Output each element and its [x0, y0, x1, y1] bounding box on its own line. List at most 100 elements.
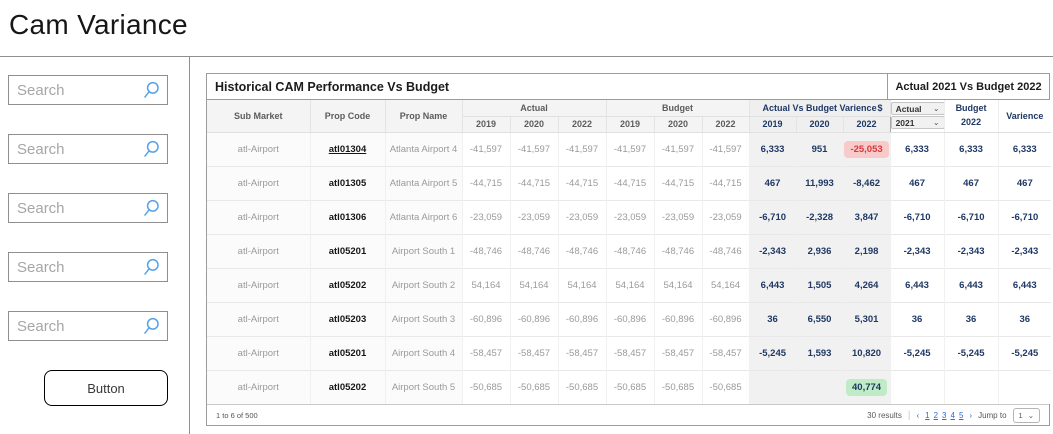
cell-variance-2020: 1,505: [796, 267, 844, 302]
cell-actual-2020: -50,685: [510, 369, 559, 404]
table-row: atl-Airport atl05202 Airport South 2 54,…: [207, 267, 1052, 302]
col-header-sub-market: Sub Market: [207, 100, 311, 133]
cell-budget-2019: 54,164: [605, 267, 655, 302]
cell-budget-2019: -58,457: [605, 335, 655, 370]
page-button-2[interactable]: 2: [933, 410, 939, 420]
cell-actual-2022: -58,457: [558, 335, 607, 370]
prop-code-link[interactable]: atl01306: [310, 199, 386, 234]
budget-year-2020: 2020: [654, 116, 703, 133]
cell-actual-2020: -41,597: [510, 131, 559, 166]
actual-metric-select[interactable]: Actual ⌄: [891, 102, 944, 116]
cell-budget-2020: 54,164: [654, 267, 703, 302]
header-divider: [0, 56, 1053, 57]
prop-code-link[interactable]: atl01304: [310, 131, 386, 166]
cell-right-variance: 6,443: [998, 267, 1052, 302]
prop-code-link[interactable]: atl05201: [310, 335, 386, 370]
search-input[interactable]: [9, 199, 141, 217]
cell-budget-2022: -44,715: [702, 165, 750, 200]
sidebar-search-list: [8, 75, 189, 341]
prop-code-link[interactable]: atl05203: [310, 301, 386, 336]
table-title: Historical CAM Performance Vs Budget: [215, 80, 450, 94]
cell-variance-2019: 36: [748, 301, 797, 336]
cell-actual-2022: -60,896: [558, 301, 607, 336]
cell-budget-2022: -41,597: [702, 131, 750, 166]
right-actual-header: Actual ⌄ 2021 ⌄: [889, 100, 945, 133]
cell-budget-2019: -50,685: [605, 369, 655, 404]
cell-right-actual-2021: -6,710: [889, 199, 945, 234]
variance-year-2019: 2019: [748, 116, 797, 133]
cell-right-budget-2022: 6,443: [944, 267, 999, 302]
cell-budget-2020: -50,685: [654, 369, 703, 404]
variance-highlight-red: -25,053: [844, 140, 889, 158]
search-input[interactable]: [9, 140, 141, 158]
page-button-3[interactable]: 3: [942, 410, 947, 420]
cell-right-variance: -6,710: [998, 199, 1052, 234]
col-header-prop-code: Prop Code: [310, 100, 386, 133]
content-area: Button Historical CAM Performance Vs Bud…: [0, 57, 1053, 434]
action-button[interactable]: Button: [44, 370, 168, 406]
cell-actual-2022: -44,715: [558, 165, 607, 200]
budget-year-2022: 2022: [702, 116, 750, 133]
actual-select-value: Actual: [895, 103, 922, 114]
cell-variance-2019: 6,443: [748, 267, 797, 302]
variance-year-2022: 2022: [843, 116, 891, 133]
cell-right-budget-2022: -2,343: [944, 233, 999, 268]
right-variance-header: Varience: [998, 100, 1052, 133]
chevron-down-icon: ⌄: [932, 117, 940, 127]
jump-to-value: 1: [1018, 410, 1023, 420]
prop-code-link[interactable]: atl05202: [310, 267, 386, 302]
cell-budget-2022: -23,059: [702, 199, 750, 234]
cell-actual-2019: -41,597: [461, 131, 511, 166]
right-budget-header: Budget 2022: [944, 100, 999, 133]
search-box: [8, 311, 168, 341]
table-row: atl-Airport atl05201 Airport South 1 -48…: [207, 233, 1052, 268]
cam-performance-table: Sub Market Prop Code Prop Name Actual Bu…: [207, 100, 1052, 404]
prop-code-link[interactable]: atl05201: [310, 233, 386, 268]
cell-budget-2022: -48,746: [702, 233, 750, 268]
search-input[interactable]: [9, 317, 141, 335]
cell-variance-2019: [748, 369, 797, 404]
prop-code-link[interactable]: atl05202: [310, 369, 386, 404]
prop-code-link[interactable]: atl01305: [310, 165, 386, 200]
search-icon: [144, 199, 159, 216]
jump-to-select[interactable]: 1 ⌄: [1012, 407, 1040, 423]
cell-budget-2019: -48,746: [605, 233, 655, 268]
cell-right-budget-2022: 6,333: [944, 131, 999, 166]
cell-right-variance: 6,333: [998, 131, 1052, 166]
actual-year-select[interactable]: 2021 ⌄: [891, 116, 944, 130]
cell-right-actual-2021: 36: [889, 301, 945, 336]
page-button-4[interactable]: 4: [950, 410, 955, 420]
table-row: atl-Airport atl01304 Atlanta Airport 4 -…: [207, 131, 1052, 166]
cell-budget-2019: -23,059: [605, 199, 655, 234]
search-input[interactable]: [9, 81, 141, 99]
cell-budget-2020: -60,896: [654, 301, 703, 336]
cell-right-actual-2021: -5,245: [889, 335, 945, 370]
cell-variance-2020: 2,936: [796, 233, 844, 268]
budget-group-header: Budget: [605, 100, 750, 117]
cell-actual-2022: -50,685: [558, 369, 607, 404]
cell-variance-2019: -2,343: [748, 233, 797, 268]
right-budget-label: Budget: [955, 103, 987, 114]
cell-right-variance: -2,343: [998, 233, 1052, 268]
cell-right-budget-2022: -5,245: [944, 335, 999, 370]
cell-actual-2020: -48,746: [510, 233, 559, 268]
page-button-5[interactable]: 5: [958, 410, 964, 420]
cell-variance-2019: 6,333: [748, 131, 797, 166]
search-icon: [144, 81, 159, 98]
search-input[interactable]: [9, 258, 141, 276]
page-button-1[interactable]: 1: [925, 410, 930, 420]
next-page-button[interactable]: ›: [969, 410, 973, 420]
cell-variance-2020: [796, 369, 844, 404]
prev-page-button[interactable]: ‹: [916, 410, 920, 420]
search-icon: [144, 317, 159, 334]
cell-budget-2022: 54,164: [702, 267, 750, 302]
cell-sub-market: atl-Airport: [207, 199, 311, 234]
actual-year-2019: 2019: [461, 116, 511, 133]
cell-actual-2020: -44,715: [510, 165, 559, 200]
search-box: [8, 134, 168, 164]
cell-right-budget-2022: [944, 369, 999, 404]
cell-actual-2022: -23,059: [558, 199, 607, 234]
cell-right-actual-2021: [889, 369, 945, 404]
chevron-down-icon: ⌄: [1027, 410, 1034, 420]
